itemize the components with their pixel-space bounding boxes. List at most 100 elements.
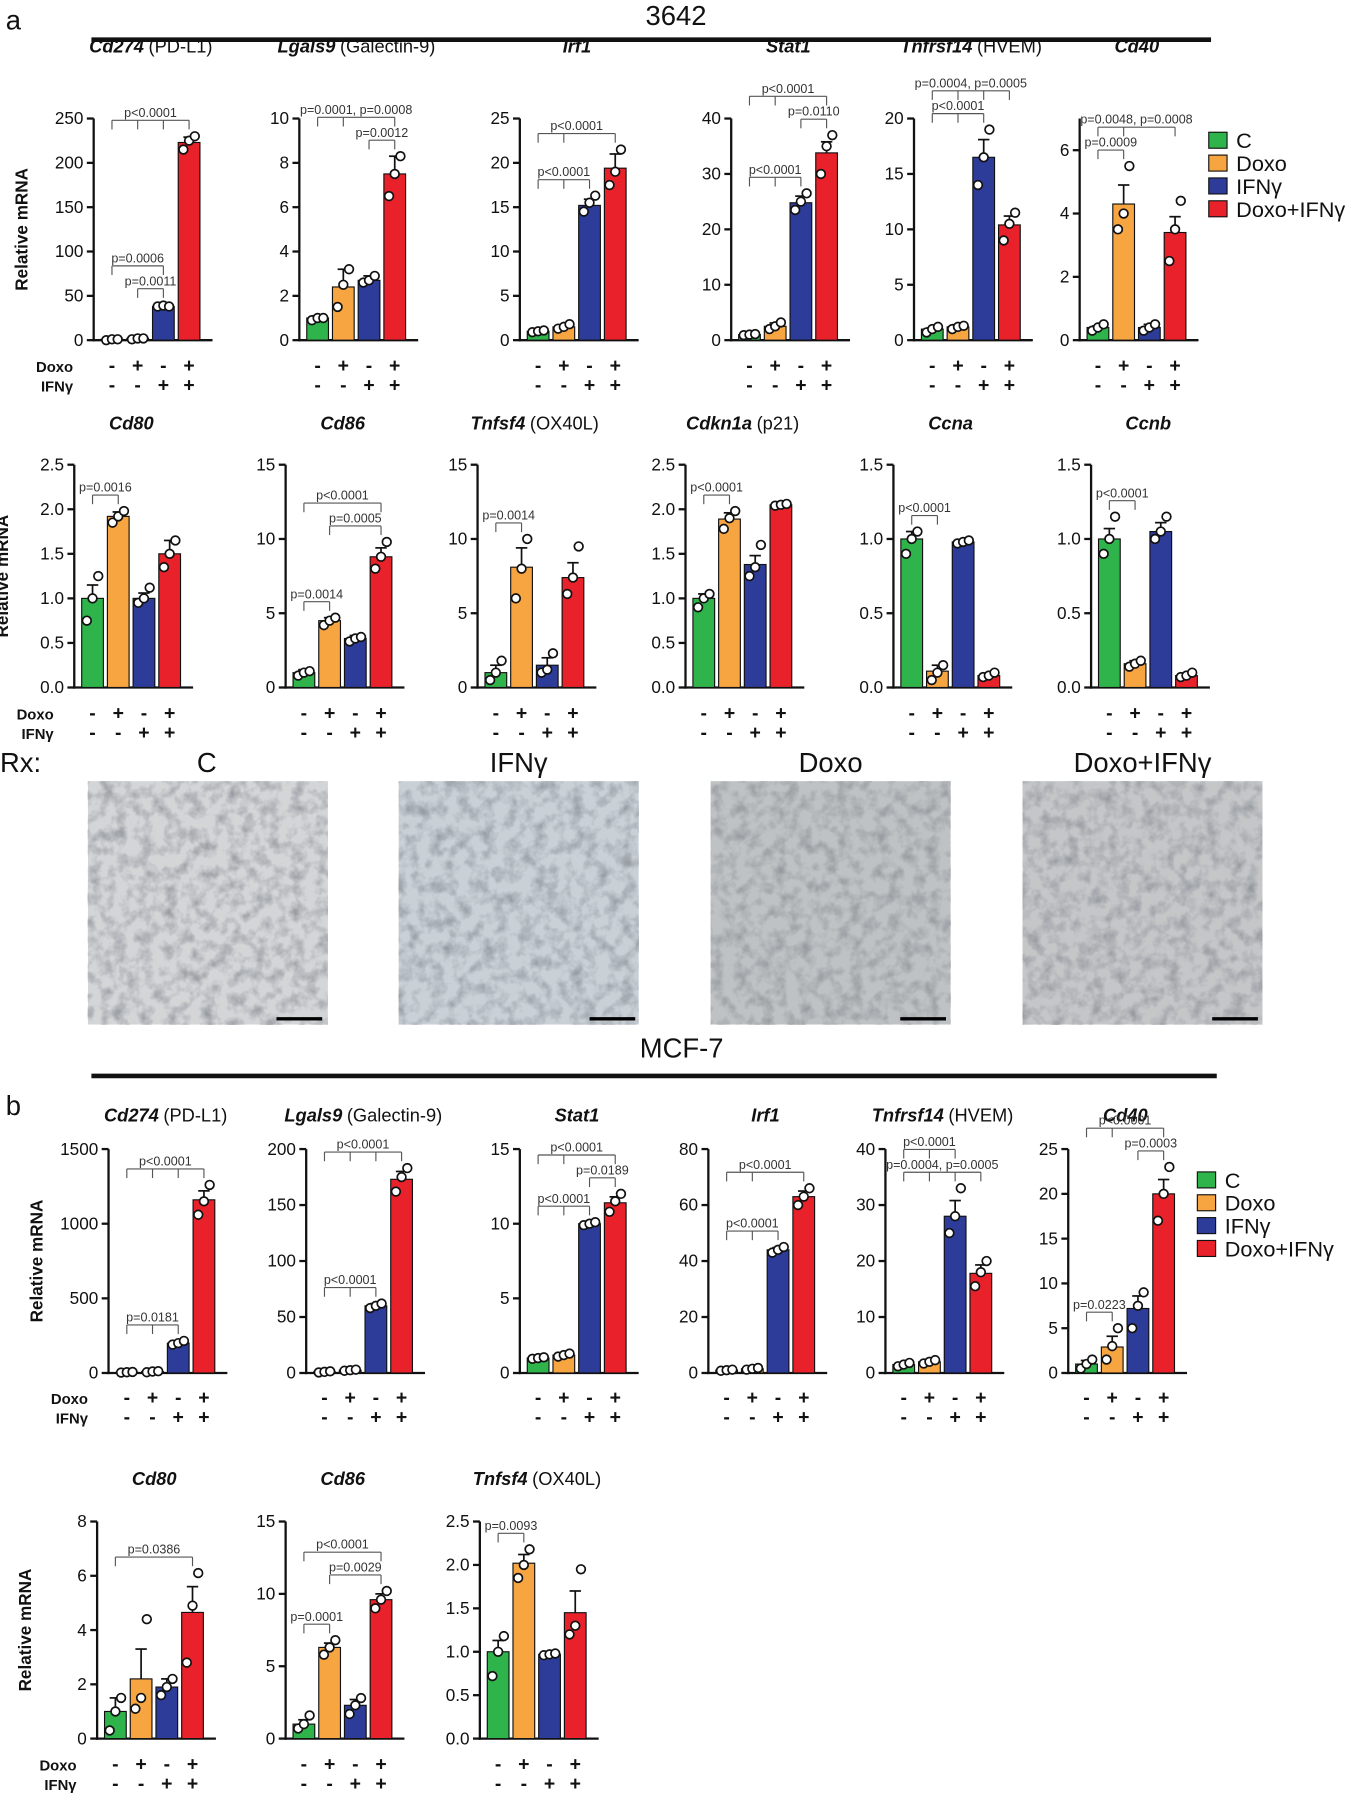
title-note: (HVEM) xyxy=(948,1105,1013,1126)
data-point xyxy=(330,612,341,623)
p-value: p=0.0001, p=0.0008 xyxy=(300,103,412,117)
p-value: p<0.0001 xyxy=(537,165,590,179)
y-tick-label: 100 xyxy=(267,1251,296,1271)
condition-sign: - xyxy=(900,1387,906,1409)
condition-sign: - xyxy=(134,375,140,397)
p-value: p=0.0014 xyxy=(482,509,535,523)
data-point xyxy=(381,536,392,548)
y-tick-label: 15 xyxy=(1039,1228,1058,1248)
condition-sign: + xyxy=(1132,1406,1143,1428)
condition-sign: + xyxy=(558,355,569,377)
micrograph-texture xyxy=(710,781,951,1025)
legend-label: C xyxy=(1236,128,1252,153)
data-point xyxy=(1175,195,1186,207)
gene-name: Cd80 xyxy=(109,412,154,433)
condition-sign: + xyxy=(132,355,143,377)
y-tick-label: 10 xyxy=(885,219,904,239)
y-tick-label: 0 xyxy=(1048,1363,1058,1383)
gene-name: Cd274 xyxy=(104,1105,159,1126)
data-point xyxy=(1155,526,1166,537)
data-point xyxy=(330,1634,341,1646)
data-point xyxy=(496,655,507,666)
condition-name: IFNγ xyxy=(22,727,55,743)
condition-sign: - xyxy=(701,722,707,744)
bar xyxy=(789,202,813,341)
condition-name: IFNγ xyxy=(56,1411,89,1427)
gene-name: Tnfrsf14 xyxy=(872,1105,944,1126)
bar xyxy=(603,167,627,341)
y-tick-label: 80 xyxy=(679,1139,698,1159)
gene-name: Cd86 xyxy=(320,412,366,433)
micrograph-texture xyxy=(1022,781,1263,1025)
y-tick-label: 2.0 xyxy=(40,499,64,519)
y-tick-label: 0 xyxy=(77,1728,87,1748)
condition-sign: + xyxy=(1158,1387,1169,1409)
condition-sign: + xyxy=(558,1387,569,1409)
data-point xyxy=(389,168,400,180)
y-tick-label: 5 xyxy=(266,603,276,623)
condition-sign: + xyxy=(570,1754,581,1776)
data-point xyxy=(906,533,917,545)
data-point xyxy=(324,1642,335,1653)
condition-sign: + xyxy=(1118,355,1129,377)
bar-chart: Cd274 (PD-L1) 0 500 1000 1500 Relative mRNA p=0… xyxy=(26,1105,228,1428)
y-tick-label: 5 xyxy=(500,286,510,306)
data-point xyxy=(978,152,989,163)
data-point xyxy=(1161,511,1172,522)
data-point xyxy=(138,333,149,344)
chart-title: Tnfsf4 (OX40L) xyxy=(470,412,598,433)
p-value: p<0.0001 xyxy=(898,501,951,515)
condition-name: Doxo xyxy=(39,1759,76,1775)
p-value: p<0.0001 xyxy=(337,1138,390,1152)
condition-sign: + xyxy=(567,722,578,744)
title-note: (Galectin-9) xyxy=(347,1105,442,1126)
data-point xyxy=(178,144,189,155)
y-tick-label: 0 xyxy=(500,1363,510,1383)
y-tick-label: 5 xyxy=(500,1288,510,1308)
condition-sign: + xyxy=(544,1773,555,1795)
data-point xyxy=(781,498,792,510)
gene-name: Stat1 xyxy=(555,1105,600,1126)
data-point xyxy=(562,588,573,600)
condition-sign: - xyxy=(980,355,986,377)
p-value: p=0.0386 xyxy=(128,1543,181,1557)
p-value: p=0.0006 xyxy=(111,251,164,265)
legend-swatch xyxy=(1196,1171,1217,1189)
bar xyxy=(192,1199,216,1374)
gene-name: Ccna xyxy=(928,412,973,433)
data-point xyxy=(975,1267,987,1278)
data-point xyxy=(355,631,367,643)
y-tick-label: 1.5 xyxy=(446,1598,470,1618)
bar xyxy=(106,515,130,689)
data-point xyxy=(178,1335,190,1347)
condition-sign: + xyxy=(978,375,989,397)
y-tick-label: 2.0 xyxy=(651,499,675,519)
condition-sign: + xyxy=(1129,702,1140,724)
data-point xyxy=(343,264,355,275)
condition-sign: + xyxy=(798,1406,809,1428)
y-tick-label: 1.5 xyxy=(40,544,64,564)
micrographs xyxy=(87,781,1263,1025)
bar xyxy=(510,566,533,689)
condition-sign: - xyxy=(926,1406,932,1428)
data-point xyxy=(396,1171,407,1183)
bar xyxy=(743,563,767,689)
data-point xyxy=(1164,255,1175,267)
gene-name: Cd40 xyxy=(1114,35,1159,56)
data-point xyxy=(590,1217,601,1228)
y-tick-label: 10 xyxy=(256,1584,275,1604)
condition-sign: - xyxy=(124,1406,130,1428)
condition-sign: - xyxy=(340,375,346,397)
bar xyxy=(177,141,201,341)
bar xyxy=(132,597,156,689)
bar xyxy=(900,538,924,689)
p-value: p=0.0001 xyxy=(290,1610,343,1624)
data-point xyxy=(792,1199,804,1211)
p-value: p<0.0001 xyxy=(739,1158,792,1172)
y-tick-label: 4 xyxy=(280,241,290,261)
condition-sign: + xyxy=(1181,722,1192,744)
data-point xyxy=(318,312,329,324)
data-point xyxy=(107,517,118,528)
